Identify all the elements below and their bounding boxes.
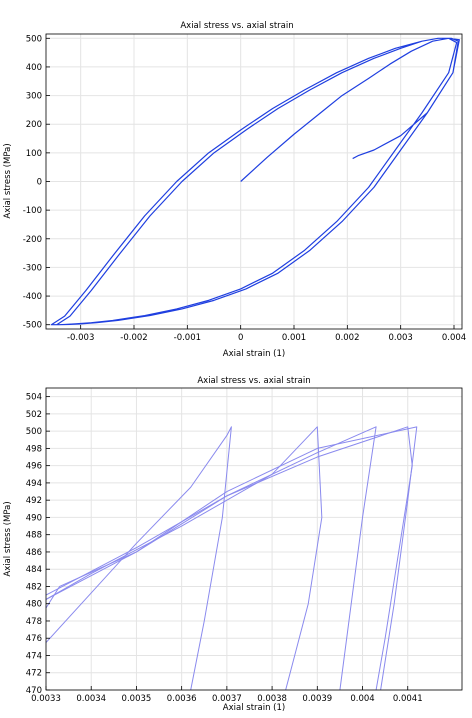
plot-lines (45, 426, 418, 691)
y-tick-label: 476 (26, 634, 42, 644)
y-tick-label: 494 (26, 479, 42, 489)
y-tick-label: 488 (26, 531, 42, 541)
y-tick-label: 486 (26, 548, 42, 558)
grid (45, 388, 462, 691)
y-tick-label: 496 (26, 462, 42, 472)
x-tick-labels: -0.003 -0.002 -0.001 0 0.001 0.002 0.003 0.004 (67, 333, 466, 343)
y-tick-label: 400 (26, 63, 42, 73)
series-line (50, 37, 460, 326)
x-tick-label: -0.003 (67, 333, 94, 343)
plot-frame (45, 33, 463, 330)
series-line (45, 426, 232, 691)
y-tick-label: 470 (26, 686, 42, 696)
chart-top: Axial stress vs. axial strain -0.003 -0.0… (3, 21, 466, 359)
x-tick-label: 0.0036 (167, 694, 197, 704)
plot-frame (45, 387, 463, 691)
x-tick-label: -0.001 (174, 333, 201, 343)
y-tick-label: 482 (26, 582, 42, 592)
series-line (45, 426, 377, 691)
x-tick-label: 0.0038 (257, 694, 287, 704)
x-tick-label: 0.004 (442, 333, 466, 343)
x-tick-label: 0.003 (388, 333, 412, 343)
x-axis-label: Axial strain (1) (223, 349, 285, 359)
y-tick-label: 100 (26, 149, 42, 159)
y-tick-label: 474 (26, 651, 42, 661)
y-tick-label: 472 (26, 669, 42, 679)
y-tick-label: 500 (26, 427, 42, 437)
y-tick-label: -100 (23, 206, 42, 216)
y-tick-label: 490 (26, 513, 42, 523)
grid (46, 34, 462, 329)
x-tick-label: 0.002 (335, 333, 359, 343)
series-line (45, 426, 323, 691)
x-tick-label: 0 (238, 333, 243, 343)
y-tick-label: -300 (23, 263, 42, 273)
y-tick-label: 478 (26, 617, 42, 627)
tick-marks (46, 37, 455, 329)
series-line (45, 426, 413, 691)
x-tick-label: 0.0035 (122, 694, 152, 704)
plot-lines (50, 37, 460, 326)
y-tick-labels: -500 -400 -300 -200 -100 0 100 200 300 400 500 (23, 34, 42, 330)
x-tick-label: 0.0034 (76, 694, 106, 704)
y-tick-label: 502 (26, 410, 42, 420)
x-tick-label: 0.004 (350, 694, 374, 704)
y-tick-label: -400 (23, 292, 42, 302)
y-tick-label: 0 (37, 178, 42, 188)
y-tick-label: 200 (26, 120, 42, 130)
y-tick-label: 480 (26, 600, 42, 610)
x-tick-label: 0.0037 (212, 694, 242, 704)
x-axis-label: Axial strain (1) (223, 703, 285, 713)
series-line (45, 426, 418, 691)
y-tick-label: 300 (26, 92, 42, 102)
y-tick-label: 500 (26, 34, 42, 44)
chart-title: Axial stress vs. axial strain (197, 376, 310, 386)
x-tick-label: 0.0041 (393, 694, 423, 704)
x-tick-labels: 0.0033 0.0034 0.0035 0.0036 0.0037 0.0038 0.00… (31, 694, 422, 704)
y-axis-label: Axial stress (MPa) (3, 501, 13, 576)
y-tick-label: 498 (26, 444, 42, 454)
y-tick-label: 504 (26, 393, 42, 403)
y-axis-label: Axial stress (MPa) (3, 143, 13, 218)
y-tick-label: 492 (26, 496, 42, 506)
x-tick-label: -0.002 (120, 333, 147, 343)
y-tick-labels: 470 472 474 476 478 480 482 484 486 488 490 492 494 4… (26, 393, 42, 696)
chart-title: Axial stress vs. axial strain (180, 21, 293, 31)
x-tick-label: 0.0039 (302, 694, 332, 704)
y-tick-label: -200 (23, 235, 42, 245)
x-tick-label: 0.0033 (31, 694, 61, 704)
chart-bottom: Axial stress vs. axial strain 0.0033 0.00… (3, 376, 463, 713)
y-tick-label: 484 (26, 565, 42, 575)
y-tick-label: -500 (23, 321, 42, 331)
x-tick-label: 0.001 (282, 333, 306, 343)
